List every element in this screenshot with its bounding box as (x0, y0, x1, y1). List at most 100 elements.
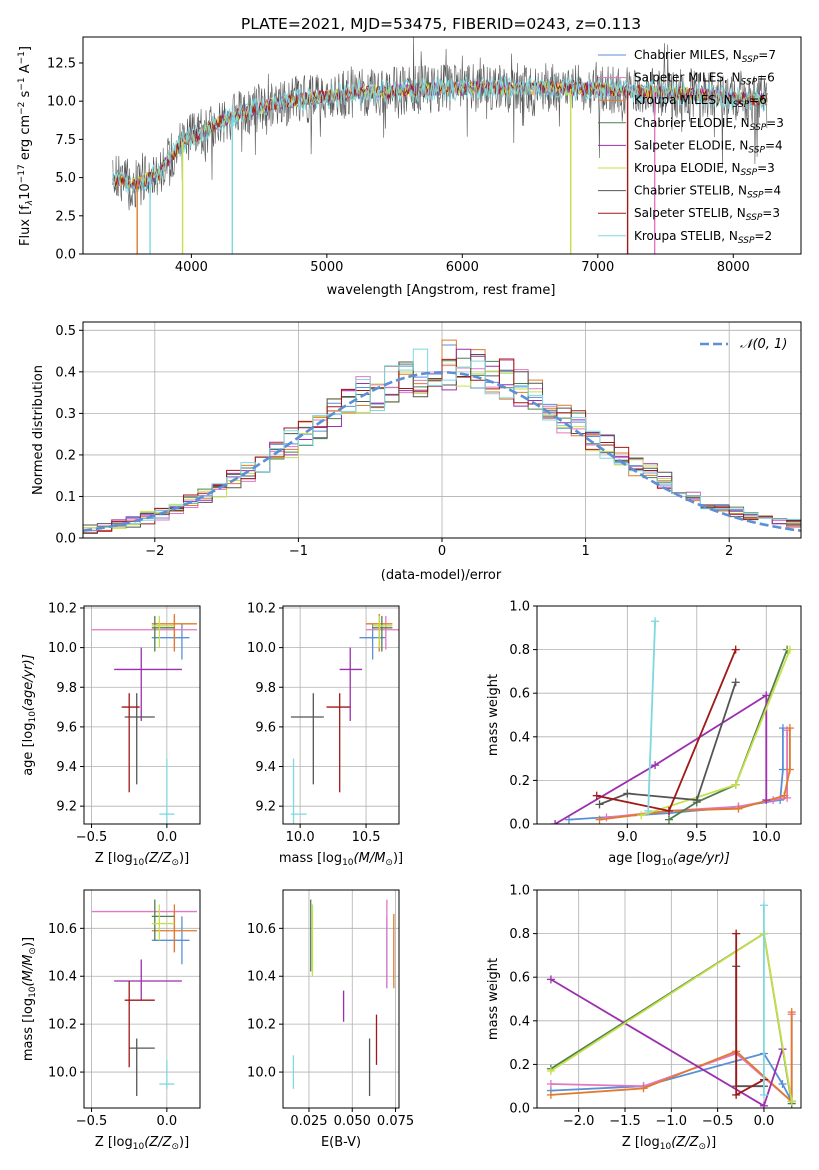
label-part: age [log (21, 723, 36, 776)
legend-entry: Kroupa STELIB, NSSP=2 (634, 229, 772, 246)
y-tick-label: 0.4 (509, 730, 530, 745)
y-tick-label: 10.2 (48, 601, 77, 616)
y-tick-label: 9.6 (56, 720, 77, 735)
x-axis-label: Z [log10(Z/Z⊙)] (622, 1135, 716, 1152)
y-tick-label: 10.0 (47, 95, 76, 110)
axes-frame (82, 36, 802, 255)
label-part: erg cm (18, 115, 33, 164)
y-tick-label: 9.2 (56, 800, 77, 815)
label-part: Salpeter ELODIE, N (634, 138, 748, 152)
x-tick-label: −0.5 (702, 1114, 734, 1129)
y-tick-label: 9.2 (255, 800, 276, 815)
x-tick-label: 0 (438, 544, 446, 559)
legend-entry: Salpeter ELODIE, NSSP=4 (634, 138, 783, 155)
label-part: 10 (133, 1142, 145, 1152)
x-tick-label: −1.0 (656, 1114, 688, 1129)
label-part: Kroupa ELODIE, N (634, 161, 741, 175)
y-tick-label: 9.8 (255, 681, 276, 696)
weight-line (599, 728, 791, 821)
label-part: 10 (18, 183, 33, 200)
label-part: )] (179, 1135, 189, 1150)
label-part: 10 (28, 986, 38, 998)
y-tick-label: 10.2 (247, 1018, 276, 1033)
label-part: SSP (741, 78, 758, 88)
histogram-step (83, 348, 801, 531)
y-tick-label: 1.0 (509, 884, 530, 899)
label-part: (Z/Z (671, 1135, 699, 1150)
weight-line (640, 649, 791, 817)
x-tick-label: 0.0 (754, 1114, 775, 1129)
x-tick-label: 10.0 (286, 830, 315, 845)
label-part: SSP (742, 55, 759, 65)
y-tick-label: 10.2 (247, 601, 276, 616)
x-tick-label: −1 (289, 544, 308, 559)
y-tick-label: 0.8 (509, 927, 530, 942)
label-part: SSP (738, 236, 755, 246)
spectrum-line (112, 76, 768, 195)
label-part: mass [log (21, 998, 36, 1061)
label-part: ⊙ (28, 947, 38, 955)
label-part: SSP (746, 213, 763, 223)
chart-title: PLATE=2021, MJD=53475, FIBERID=0243, z=0… (241, 15, 641, 33)
weight-line (668, 649, 788, 821)
label-part: =2 (754, 229, 772, 243)
label-part: Kroupa MILES, N (634, 93, 733, 107)
mass-vs-ebv-panel: 0.025 0.050 0.075 10.0 10.2 10.4 10.6 (247, 889, 414, 1129)
legend-entry: Chabrier MILES, NSSP=7 (634, 48, 776, 65)
x-tick-label: 1 (581, 544, 589, 559)
label-part: =7 (758, 48, 776, 62)
y-tick-label: 9.6 (255, 720, 276, 735)
spectrum-line (112, 80, 768, 191)
label-part: Kroupa STELIB, N (634, 229, 738, 243)
legend-entry: Chabrier ELODIE, NSSP=3 (634, 116, 784, 133)
y-tick-label: 0.4 (55, 365, 76, 380)
y-tick-label: 9.8 (56, 681, 77, 696)
y-tick-label: 10.0 (247, 1066, 276, 1081)
x-tick-label: −2.0 (563, 1114, 595, 1129)
label-part: 10 (660, 1142, 672, 1152)
label-part: s (18, 90, 33, 101)
x-tick-label: −0.5 (76, 1114, 108, 1129)
y-axis-label: mass weight (486, 674, 501, 756)
label-part: =3 (766, 116, 784, 130)
x-tick-label: 2 (725, 544, 733, 559)
y-axis-label: Flux [fλ10−17 erg cm−2 s−1 A−1] (17, 46, 35, 246)
legend-entry: Kroupa MILES, NSSP=6 (634, 93, 767, 110)
label-part: SSP (733, 100, 750, 110)
x-axis-label: wavelength [Angstrom, rest frame] (327, 283, 556, 298)
age-vs-mass-panel: 10.0 10.5 9.2 9.4 9.6 9.8 10.0 10.2 (247, 601, 400, 845)
y-tick-label: 1.0 (509, 600, 530, 615)
label-part: Z [log (622, 1135, 660, 1150)
x-axis-label: (data-model)/error (381, 568, 502, 583)
legend-entry: Salpeter MILES, NSSP=6 (634, 71, 775, 88)
y-tick-label: 10.4 (48, 970, 77, 985)
label-part: SSP (747, 191, 764, 201)
x-tick-label: 10.5 (352, 830, 381, 845)
legend-entry: 𝒩(0, 1) (740, 337, 787, 352)
y-tick-label: 10.0 (247, 641, 276, 656)
label-part: Salpeter STELIB, N (634, 206, 746, 220)
age-vs-metallicity-panel: −0.5 0.0 9.2 9.4 9.6 9.8 10.0 10.2 (48, 601, 201, 845)
label-part: (Z/Z (144, 1135, 172, 1150)
label-part: λ (25, 200, 35, 206)
legend-entry: Kroupa ELODIE, NSSP=3 (634, 161, 775, 178)
axes-frame (83, 605, 201, 825)
x-tick-label: −2 (145, 544, 164, 559)
label-part: E(B-V) (321, 1135, 361, 1150)
x-tick-label: 9.0 (617, 830, 638, 845)
y-axis-label: age [log10(age/yr)] (21, 654, 38, 776)
label-part: ⊙ (385, 858, 393, 868)
label-part: 10 (28, 711, 38, 723)
label-part: )] (393, 851, 403, 866)
plot-area (283, 890, 399, 1108)
label-part: Chabrier MILES, N (634, 48, 742, 62)
axes-frame (536, 605, 802, 825)
label-part: −1 (17, 51, 27, 64)
x-tick-label: 0.0 (157, 1114, 178, 1129)
x-tick-label: 4000 (175, 260, 208, 275)
weight-line (735, 933, 765, 1097)
axes-frame (83, 889, 201, 1109)
x-tick-label: 0.025 (290, 1114, 327, 1129)
